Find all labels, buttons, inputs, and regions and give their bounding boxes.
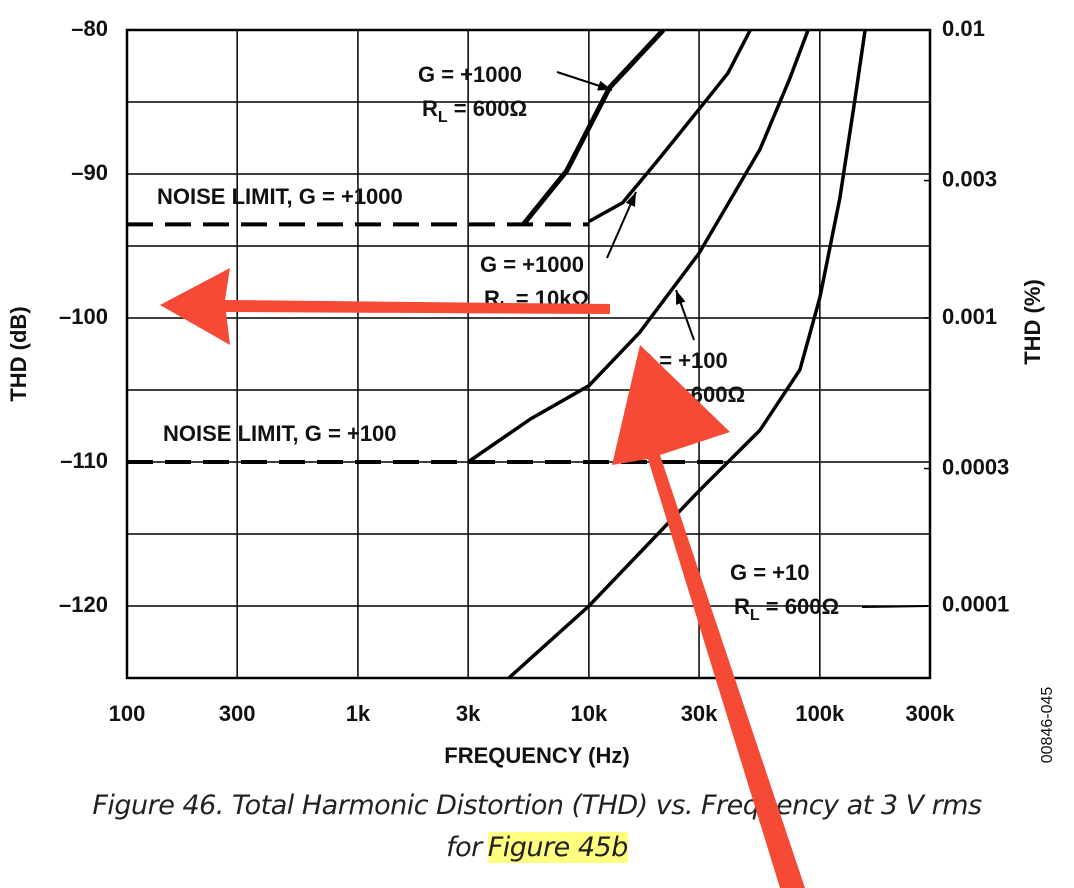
series-label: G = +1000 <box>480 252 584 277</box>
caption-line: Figure 46. Total Harmonic Distortion (TH… <box>92 790 982 821</box>
load-subscript: L <box>656 395 666 412</box>
leader-arrowhead <box>625 192 636 207</box>
x-tick-label: 30k <box>681 701 718 726</box>
figure-link[interactable]: Figure 45b <box>487 832 628 863</box>
load-value: = 600Ω <box>666 382 745 407</box>
caption-line: for Figure 45b <box>0 832 1074 863</box>
y-tick-label: –90 <box>71 160 108 185</box>
x-tick-label: 300 <box>219 701 256 726</box>
y2-tick-label: 0.001 <box>942 304 997 329</box>
series-load-label: RL = 600Ω <box>734 594 839 624</box>
x-tick-label: 10k <box>571 701 608 726</box>
load-symbol: R <box>484 286 500 311</box>
y-tick-label: –80 <box>71 16 108 41</box>
load-symbol: R <box>422 96 438 121</box>
x-axis-label: FREQUENCY (Hz) <box>444 743 629 768</box>
series-label: NOISE LIMIT, G = +100 <box>163 421 397 446</box>
leader-line <box>861 605 929 608</box>
load-subscript: L <box>500 299 510 316</box>
series-line <box>467 30 810 464</box>
leader-arrowhead <box>676 290 686 305</box>
x-tick-label: 1k <box>346 701 371 726</box>
series-load-label: RL = 600Ω <box>422 96 527 126</box>
series-label: G = +100 <box>636 348 728 373</box>
x-tick-label: 3k <box>456 701 481 726</box>
y2-tick-label: 0.003 <box>942 166 997 191</box>
y2-tick-label: 0.0001 <box>942 592 1009 617</box>
load-value: = 600Ω <box>760 594 839 619</box>
series-label: NOISE LIMIT, G = +1000 <box>157 184 403 209</box>
series-line <box>588 30 752 224</box>
series-load-label: RL = 10kΩ <box>484 286 589 316</box>
series-load-label: RL = 600Ω <box>640 382 745 412</box>
y-axis-label: THD (dB) <box>6 306 31 401</box>
y-tick-label: –110 <box>60 448 108 473</box>
load-subscript: L <box>750 607 760 624</box>
figure-id: 00846-045 <box>1039 687 1056 764</box>
series-line <box>521 30 666 226</box>
x-tick-label: 300k <box>906 701 956 726</box>
y2-tick-label: 0.01 <box>942 16 985 41</box>
x-tick-label: 100k <box>795 701 845 726</box>
load-value: = 10kΩ <box>510 286 589 311</box>
load-value: = 600Ω <box>448 96 527 121</box>
y2-tick-label: 0.0003 <box>942 454 1009 479</box>
y2-axis-label: THD (%) <box>1020 279 1045 365</box>
load-subscript: L <box>438 109 448 126</box>
load-symbol: R <box>640 382 656 407</box>
y-tick-label: –100 <box>59 304 108 329</box>
series-label: G = +10 <box>730 560 810 585</box>
x-tick-label: 100 <box>109 701 146 726</box>
plot-frame <box>125 28 932 680</box>
y-tick-label: –120 <box>59 592 108 617</box>
series-label: G = +1000 <box>418 62 522 87</box>
leader-arrowhead <box>597 80 612 91</box>
load-symbol: R <box>734 594 750 619</box>
caption-text: for <box>446 832 482 863</box>
